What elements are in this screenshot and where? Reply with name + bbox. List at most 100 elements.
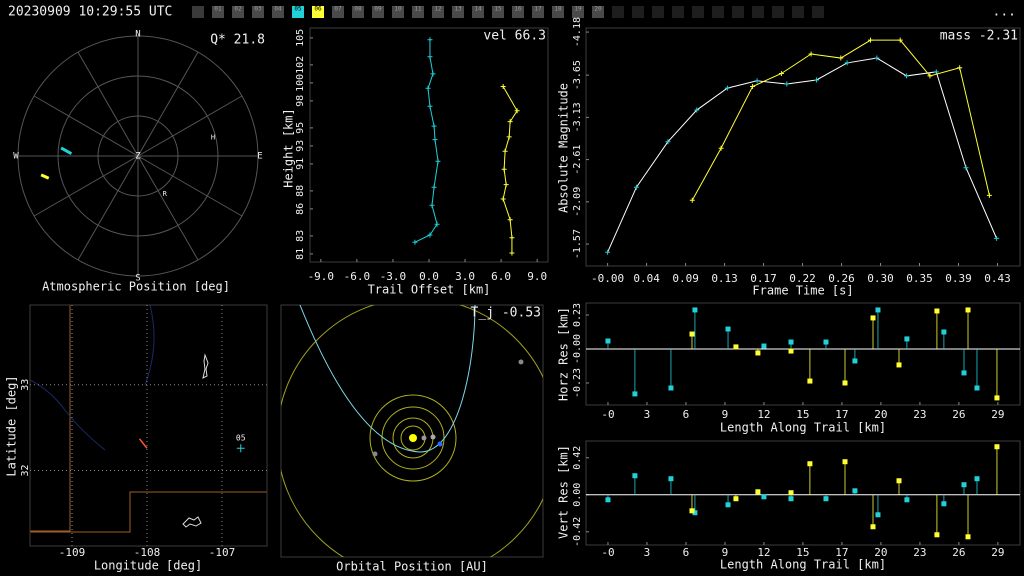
camera-label: 09 — [374, 6, 382, 13]
series-line — [607, 57, 998, 253]
panel-title: mass -2.31 — [940, 29, 1018, 44]
data-point — [957, 65, 963, 71]
sky-marker: R — [163, 190, 168, 198]
zenith-label: Z — [135, 152, 141, 162]
stem-marker — [755, 489, 761, 495]
y-tick-label: 102 — [295, 56, 306, 74]
camera-label: 08 — [354, 6, 362, 13]
polar-spoke — [137, 95, 243, 157]
stem-marker — [689, 508, 695, 514]
stem-marker — [807, 378, 813, 384]
x-tick-label: 23 — [913, 546, 926, 559]
stem-marker — [852, 488, 858, 494]
x-tick-label: -0.00 — [591, 272, 624, 285]
data-point — [897, 37, 903, 43]
stem-marker — [934, 308, 940, 314]
data-point — [750, 83, 756, 89]
camera-label: 18 — [554, 6, 562, 13]
lake — [182, 516, 202, 528]
camera-label: 04 — [274, 6, 282, 13]
y-tick-label: 88 — [295, 185, 306, 197]
x-axis-label: Orbital Position [AU] — [336, 560, 488, 574]
camera-box — [352, 6, 364, 18]
data-point — [427, 103, 433, 109]
y-tick-label: 0.23 — [572, 303, 583, 327]
data-point — [665, 139, 671, 145]
stem-marker — [961, 370, 967, 376]
data-point — [933, 69, 939, 75]
data-point — [633, 184, 639, 190]
x-axis-label: Trail Offset [km] — [368, 283, 491, 297]
y-tick-label: -3.65 — [572, 60, 583, 90]
y-tick-label: -2.09 — [572, 187, 583, 217]
orbit-ring — [369, 394, 457, 482]
camera-slot — [192, 6, 204, 18]
camera-label: 06 — [314, 6, 322, 13]
lake — [202, 353, 209, 379]
orbit-ring — [281, 305, 543, 557]
sun — [409, 434, 417, 442]
data-point — [412, 239, 418, 245]
y-tick-label: 100 — [295, 74, 306, 92]
stem-marker — [761, 494, 767, 500]
menu[interactable]: ... — [993, 5, 1016, 20]
camera-box — [472, 6, 484, 18]
camera-label: 16 — [514, 6, 522, 13]
data-point — [427, 37, 433, 43]
panel-title: vel 66.3 — [483, 29, 546, 44]
camera-label: 03 — [254, 6, 262, 13]
data-point — [502, 148, 508, 154]
camera-label: 14 — [474, 6, 482, 13]
series-line — [691, 39, 990, 201]
camera-label: 11 — [414, 6, 422, 13]
camera-slot — [812, 6, 824, 18]
y-tick-label: 83 — [295, 230, 306, 242]
stem-marker — [941, 329, 947, 335]
stem-marker — [788, 348, 794, 354]
stem-marker — [842, 459, 848, 465]
camera-slot — [792, 6, 804, 18]
data-point — [431, 184, 437, 190]
stem-marker — [605, 497, 611, 503]
stem-marker — [875, 512, 881, 518]
stem-marker — [788, 490, 794, 496]
camera-slot — [692, 6, 704, 18]
camera-label: 02 — [234, 6, 242, 13]
polar-spoke — [137, 155, 243, 217]
camera-label: 20 — [594, 6, 602, 13]
station-label: 05 — [236, 434, 246, 443]
x-tick-label: 29 — [991, 408, 1004, 421]
camera-box — [552, 6, 564, 18]
stem-marker — [733, 344, 739, 350]
x-tick-label: 3.0 — [455, 270, 475, 283]
camera-box — [332, 6, 344, 18]
compass-label: W — [13, 152, 19, 162]
data-point — [718, 145, 724, 151]
camera-box — [452, 6, 464, 18]
x-tick-label: 20 — [874, 546, 887, 559]
data-point — [435, 158, 441, 164]
x-tick-label: 6 — [683, 408, 690, 421]
x-tick-label: 3 — [644, 408, 651, 421]
stem-marker — [755, 350, 761, 356]
x-tick-label: 9 — [722, 546, 729, 559]
data-point — [724, 85, 730, 91]
y-tick-label: 0.00 — [572, 483, 583, 507]
x-tick-label: 12 — [757, 546, 770, 559]
stem-marker — [725, 326, 731, 332]
stem-marker — [941, 501, 947, 507]
meteor-track — [138, 438, 148, 449]
x-tick-label: 9 — [722, 408, 729, 421]
x-tick-label: -9.0 — [308, 270, 335, 283]
y-tick-label: -3.13 — [572, 102, 583, 132]
plot-frame — [585, 440, 1021, 546]
panel-title: T_j -0.53 — [471, 306, 541, 321]
camera-label: 19 — [574, 6, 582, 13]
y-tick-label: -4.18 — [572, 17, 583, 47]
camera-slot — [732, 6, 744, 18]
data-point — [425, 85, 431, 91]
polar-spoke — [33, 155, 139, 217]
camera-box — [372, 6, 384, 18]
data-point — [904, 73, 910, 79]
camera-label: 13 — [454, 6, 462, 13]
